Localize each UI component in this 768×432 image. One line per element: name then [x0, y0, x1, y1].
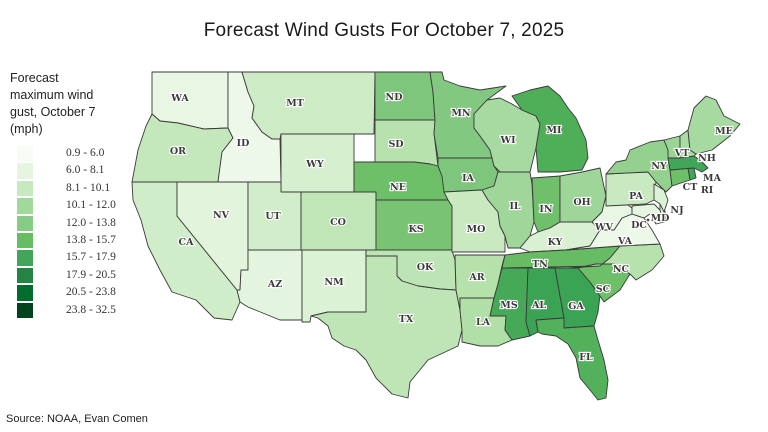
state-label: MA: [703, 173, 722, 184]
state-MA: [667, 155, 709, 173]
legend-swatch: [17, 285, 33, 301]
state-label: MN: [451, 108, 471, 119]
state-label: NH: [698, 153, 716, 164]
legend-label: 8.1 - 10.1: [66, 181, 111, 194]
state-MD: [631, 203, 665, 225]
state-label: IA: [462, 173, 474, 184]
state-label: NM: [324, 277, 344, 288]
state-label: DC: [631, 220, 647, 231]
state-label: NJ: [670, 205, 684, 216]
state-VT: [663, 135, 681, 159]
legend-label: 13.8 - 15.7: [66, 233, 116, 246]
state-label: AZ: [267, 279, 282, 290]
state-label: MD: [651, 213, 670, 224]
state-label: SC: [596, 284, 611, 295]
state-label: CO: [330, 217, 346, 228]
state-label: AL: [531, 300, 546, 311]
state-label: TX: [399, 314, 414, 325]
state-label: OR: [170, 146, 186, 157]
state-label: MI: [547, 125, 563, 136]
state-label: LA: [476, 317, 491, 328]
legend-swatch: [17, 267, 33, 284]
state-SD: [374, 119, 439, 167]
state-label: IL: [509, 201, 520, 212]
legend-swatch: [17, 232, 33, 249]
state-label: KS: [408, 224, 423, 235]
source-note: Source: NOAA, Evan Comen: [6, 413, 148, 425]
state-label: IN: [539, 204, 552, 215]
state-label: ME: [715, 126, 733, 137]
state-label: TN: [532, 259, 548, 270]
state-FL: [535, 317, 609, 401]
legend-title-line: (mph): [10, 122, 43, 136]
state-ME: [687, 95, 741, 155]
legend-swatch: [17, 215, 33, 232]
legend-swatch: [17, 180, 33, 197]
state-label: NC: [613, 264, 630, 275]
state-label: CA: [179, 237, 195, 248]
state-label: FL: [579, 352, 593, 363]
state-label: VT: [674, 148, 689, 159]
state-DC: [646, 218, 650, 222]
state-TX: [310, 255, 463, 399]
legend-label: 10.1 - 12.0: [66, 199, 116, 212]
state-label: MS: [500, 300, 518, 311]
state-label: WA: [170, 93, 189, 104]
legend-label: 17.9 - 20.5: [66, 268, 116, 281]
state-label: PA: [629, 191, 643, 202]
legend-title-line: Forecast: [10, 71, 59, 85]
legend-swatch: [17, 163, 33, 179]
legend-title: Forecast maximum wind gust, October 7 (m…: [10, 70, 130, 138]
state-label: UT: [265, 211, 280, 222]
state-label: MO: [467, 224, 486, 235]
state-label: NY: [651, 161, 667, 172]
state-label: WY: [305, 159, 324, 170]
state-label: VA: [617, 236, 633, 247]
state-label: OK: [417, 262, 434, 273]
legend-swatch: [17, 146, 33, 162]
legend-label: 23.8 - 32.5: [66, 303, 116, 316]
legend-label: 12.0 - 13.8: [66, 216, 116, 229]
state-WA: [151, 71, 229, 130]
legend-title-line: gust, October 7: [10, 105, 96, 119]
state-label: ID: [237, 138, 250, 149]
state-label: CT: [683, 182, 698, 193]
legend-title-line: maximum wind: [10, 88, 94, 102]
state-NJ: [653, 183, 669, 213]
state-label: SD: [388, 139, 403, 150]
state-label: KY: [548, 237, 563, 248]
state-label: RI: [701, 185, 714, 196]
state-label: NV: [213, 210, 230, 221]
state-ND: [374, 71, 436, 121]
legend-label: 6.0 - 8.1: [66, 164, 105, 177]
state-label: NE: [390, 182, 406, 193]
state-labels: WA OR CA NV ID MT WY UT CO AZ NM ND SD N…: [169, 91, 734, 364]
legend-label: 0.9 - 6.0: [66, 147, 105, 159]
state-label: AR: [468, 272, 484, 283]
state-label: MT: [286, 98, 304, 109]
chart-title: Forecast Wind Gusts For October 7, 2025: [203, 20, 565, 41]
state-label: OH: [573, 197, 590, 208]
legend-swatch: [17, 198, 33, 214]
state-MI: [511, 85, 589, 173]
legend-label: 20.5 - 23.8: [66, 286, 116, 299]
state-label: ND: [386, 92, 403, 103]
state-MT: [241, 71, 376, 140]
state-label: WI: [499, 135, 516, 146]
state-OH: [559, 167, 607, 223]
legend-swatch: [17, 302, 33, 319]
state-label: WV: [594, 222, 614, 233]
legend-label: 15.7 - 17.9: [66, 251, 116, 264]
state-label: GA: [568, 301, 584, 312]
legend-swatch: [17, 250, 33, 266]
